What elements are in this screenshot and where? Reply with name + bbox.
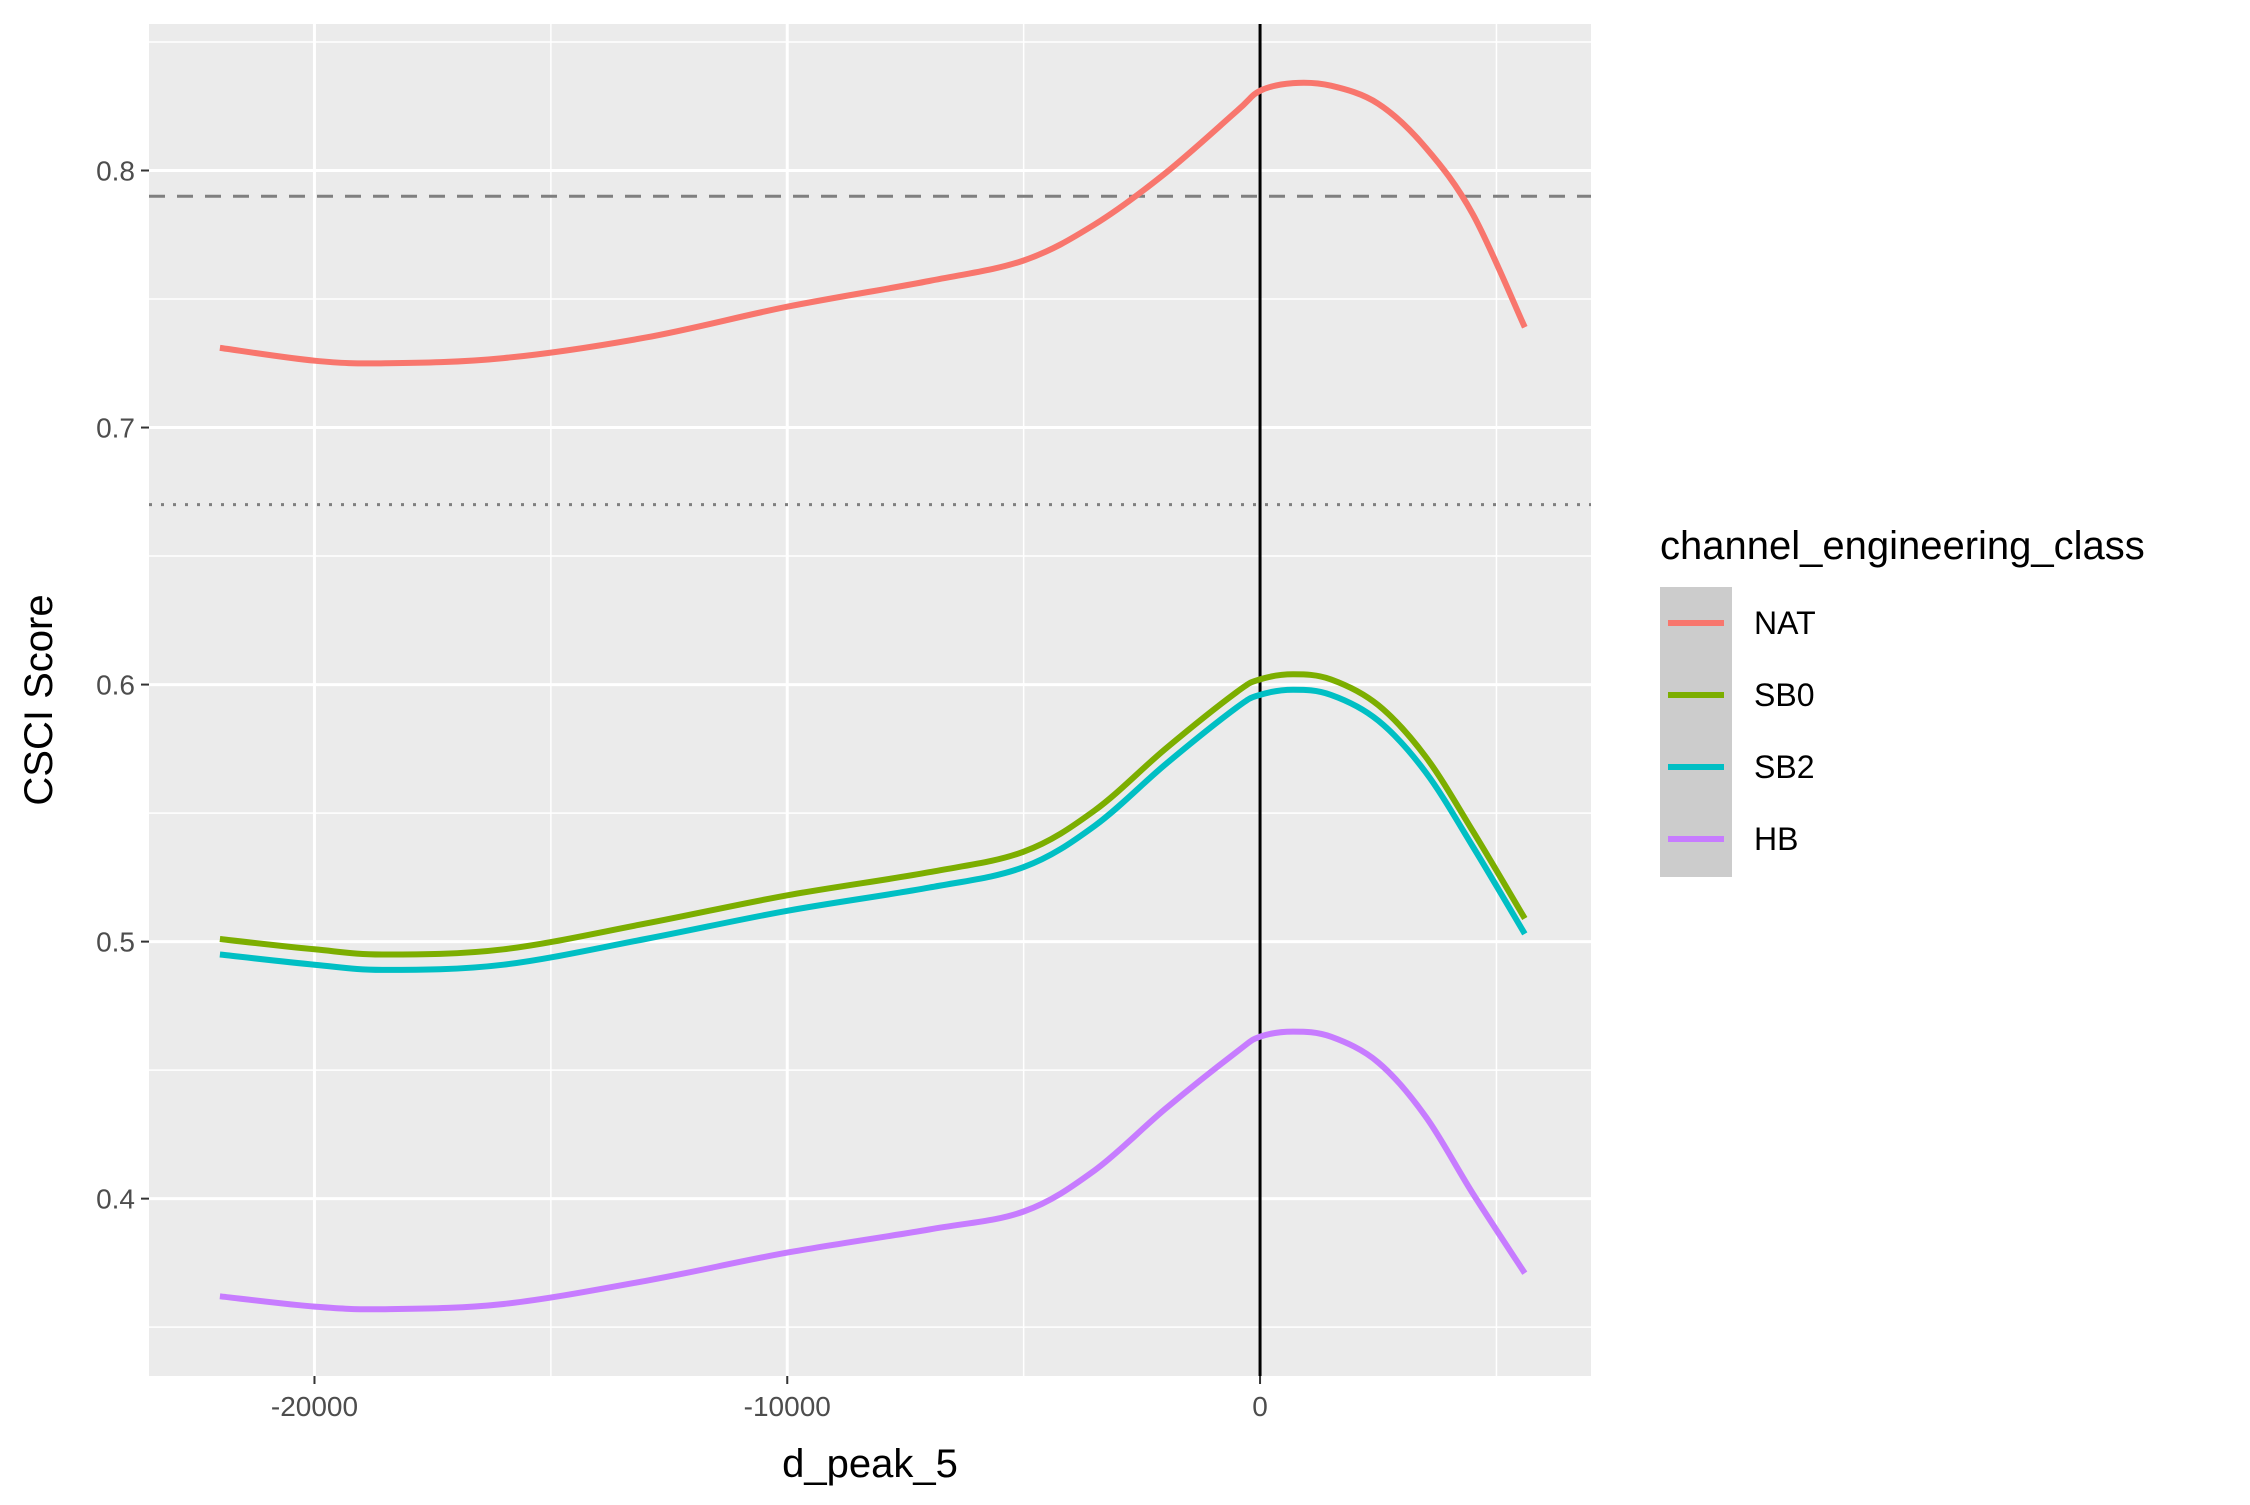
x-tick-label: 0 [1252, 1391, 1268, 1422]
series-line-hb [219, 1028, 1528, 1313]
y-tick-label: 0.7 [96, 413, 135, 444]
legend-key-background [1660, 587, 1732, 877]
legend-title: channel_engineering_class [1660, 524, 2145, 568]
y-tick-label: 0.6 [96, 670, 135, 701]
y-tick-label: 0.8 [96, 156, 135, 187]
x-tick-label: -10000 [744, 1391, 831, 1422]
tick-labels: -20000 -10000 0 0.4 0.5 0.6 0.7 0.8 [96, 156, 1268, 1422]
x-tick-label: -20000 [271, 1391, 358, 1422]
y-axis-title: CSCI Score [17, 594, 61, 805]
legend-label-nat: NAT [1754, 605, 1816, 641]
x-axis-title: d_peak_5 [782, 1442, 958, 1486]
axis-ticks [141, 169, 1262, 1384]
minor-gridlines [149, 24, 1591, 1376]
legend-items: NAT SB0 SB2 HB [1668, 605, 1816, 857]
legend-label-sb0: SB0 [1754, 677, 1814, 713]
legend: channel_engineering_class NAT SB0 SB2 HB [1660, 524, 2145, 877]
series-line-nat [219, 79, 1528, 367]
series-line-sb2 [219, 686, 1528, 973]
y-tick-label: 0.5 [96, 927, 135, 958]
reference-lines [149, 24, 1591, 1376]
series-layer [219, 79, 1528, 1313]
series-line-sb0 [219, 671, 1528, 958]
y-tick-label: 0.4 [96, 1184, 135, 1215]
legend-label-hb: HB [1754, 821, 1798, 857]
legend-label-sb2: SB2 [1754, 749, 1814, 785]
